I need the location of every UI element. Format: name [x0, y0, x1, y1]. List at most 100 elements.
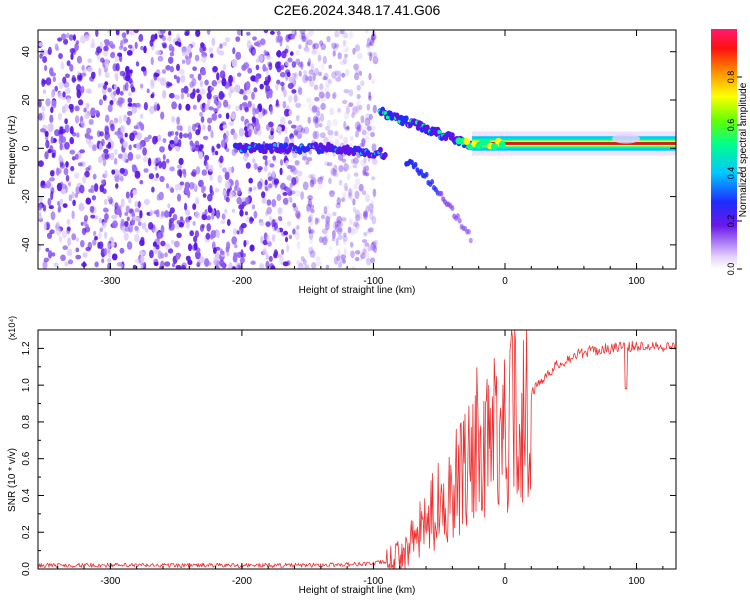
noise-blob — [195, 197, 200, 205]
noise-blob — [309, 228, 316, 234]
noise-blob — [158, 161, 163, 169]
noise-blob — [132, 264, 137, 269]
noise-blob — [183, 170, 187, 178]
noise-blob — [231, 58, 238, 68]
descending-branch-mark — [457, 217, 462, 224]
noise-blob — [295, 210, 301, 219]
noise-blob — [71, 191, 75, 199]
noise-blob — [344, 182, 348, 190]
noise-blob — [87, 66, 93, 73]
noise-blob — [220, 139, 226, 148]
noise-blob — [135, 61, 140, 67]
noise-blob — [62, 203, 68, 209]
noise-blob — [264, 159, 268, 168]
snr-y-tick-label: 0.2 — [21, 525, 32, 539]
noise-blob — [321, 214, 326, 220]
noise-blob — [268, 215, 273, 223]
noise-blob — [314, 117, 319, 123]
noise-blob — [58, 53, 63, 59]
noise-blob — [231, 148, 237, 156]
carrier-onset-peak — [463, 138, 471, 146]
noise-blob — [149, 209, 154, 217]
noise-blob — [124, 220, 129, 228]
noise-blob — [132, 189, 137, 195]
noise-blob — [358, 104, 363, 111]
noise-blob — [82, 252, 88, 258]
noise-blob — [247, 67, 253, 74]
noise-blob — [355, 126, 361, 131]
noise-blob — [114, 173, 120, 183]
noise-blob — [295, 102, 302, 108]
noise-blob — [194, 122, 201, 128]
noise-blob — [298, 261, 303, 267]
noise-blob — [49, 177, 55, 182]
noise-blob — [284, 48, 289, 54]
noise-blob — [143, 136, 150, 143]
noise-blob — [333, 169, 339, 178]
noise-blob — [275, 51, 281, 57]
noise-blob — [111, 253, 118, 261]
noise-blob — [338, 165, 344, 173]
spectrogram-x-tick-label: 0 — [502, 276, 508, 287]
noise-blob — [120, 198, 125, 208]
noise-blob — [352, 198, 356, 206]
noise-blob — [334, 70, 339, 77]
noise-blob — [296, 114, 301, 121]
noise-blob — [352, 106, 358, 115]
noise-blob — [316, 110, 321, 117]
noise-blob — [218, 113, 222, 119]
noise-blob — [362, 166, 366, 175]
noise-blob — [252, 158, 256, 164]
noise-blob — [320, 175, 324, 180]
dispersed-branch-peak — [385, 115, 390, 120]
noise-blob — [202, 124, 206, 131]
noise-blob — [140, 264, 144, 269]
noise-blob — [49, 67, 54, 76]
noise-blob — [354, 121, 361, 130]
noise-blob — [361, 138, 366, 148]
noise-blob — [268, 134, 275, 140]
noise-blob — [60, 33, 67, 41]
noise-blob — [270, 30, 275, 35]
noise-blob — [323, 210, 330, 217]
noise-blob — [200, 55, 207, 63]
noise-blob — [189, 81, 195, 88]
noise-blob — [228, 75, 234, 84]
noise-blob — [57, 112, 63, 121]
noise-blob — [324, 84, 329, 93]
noise-blob — [182, 133, 189, 139]
noise-blob — [220, 220, 226, 225]
noise-blob — [241, 102, 248, 107]
noise-blob — [115, 30, 120, 36]
noise-blob — [308, 75, 313, 82]
colorbar: 0.0 0.2 0.4 0.6 0.8 Normalized spectral ampl… — [711, 29, 749, 275]
noise-blob — [314, 130, 320, 139]
noise-blob — [331, 71, 337, 79]
noise-blob — [282, 261, 289, 267]
noise-blob — [236, 196, 242, 205]
carrier-core — [472, 142, 676, 145]
noise-blob — [304, 48, 311, 54]
snr-y-multiplier: (x10⁴) — [7, 316, 17, 340]
noise-blob — [154, 33, 158, 40]
noise-blob — [134, 233, 140, 243]
noise-blob — [350, 158, 355, 165]
signal-onset-mark — [283, 142, 289, 149]
noise-blob — [38, 213, 43, 220]
noise-blob — [195, 166, 201, 175]
noise-blob — [339, 30, 345, 35]
noise-blob — [368, 116, 372, 124]
noise-blob — [160, 224, 165, 234]
noise-blob — [241, 257, 245, 263]
noise-blob — [294, 160, 300, 166]
noise-blob — [257, 181, 263, 190]
noise-blob — [206, 216, 211, 221]
noise-blob — [42, 260, 48, 269]
dispersed-branch-mark — [415, 124, 421, 131]
noise-blob — [326, 119, 332, 129]
noise-blob — [339, 258, 346, 263]
noise-blob — [204, 79, 209, 86]
noise-blob — [215, 209, 221, 219]
noise-blob — [266, 234, 270, 244]
noise-blob — [259, 262, 265, 269]
